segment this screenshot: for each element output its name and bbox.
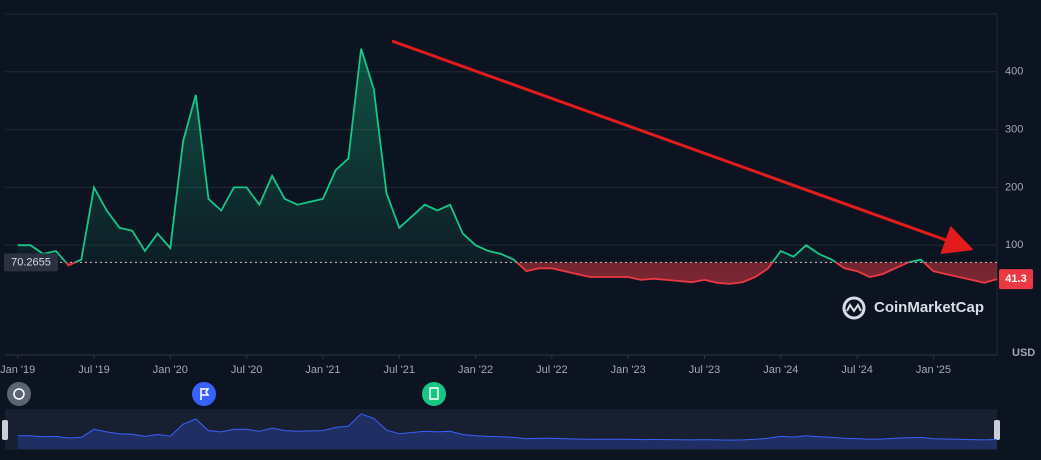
baseline-label: 70.2655 (11, 256, 51, 268)
x-tick-label: Jan '19 (0, 364, 35, 376)
x-tick-label: Jan '24 (763, 364, 798, 376)
x-tick-label: Jan '22 (458, 364, 493, 376)
x-tick-label: Jul '23 (689, 364, 720, 376)
navigator-handle[interactable] (2, 420, 8, 440)
line-up (17, 48, 926, 263)
navigator-handle[interactable] (994, 420, 1000, 440)
watermark: CoinMarketCap (874, 299, 984, 316)
x-tick-label: Jul '20 (231, 364, 262, 376)
x-tick-label: Jan '21 (305, 364, 340, 376)
x-tick-label: Jan '25 (916, 364, 951, 376)
baseline-label-bg (4, 253, 58, 272)
x-tick-label: Jul '19 (78, 364, 109, 376)
navigator-line (17, 413, 998, 441)
area-down (17, 262, 997, 284)
history-icon[interactable] (7, 382, 31, 406)
x-tick-label: Jan '20 (153, 364, 188, 376)
navigator[interactable] (5, 409, 997, 450)
x-tick-label: Jul '22 (536, 364, 567, 376)
y-axis-label: USD (1012, 347, 1035, 359)
trend-arrow (391, 39, 974, 254)
price-label-bg (999, 269, 1033, 290)
event-icons (7, 382, 446, 406)
y-tick-label: 300 (1005, 123, 1023, 135)
plot: 100 200 300 400 Jan '19 Jul '19 Jan '20 Jul '20… (0, 48, 1033, 376)
navigator-area (17, 413, 997, 449)
doc-icon[interactable] (422, 382, 446, 406)
x-tick-label: Jul '21 (384, 364, 415, 376)
navigator-series (17, 413, 998, 449)
area-up (17, 48, 924, 263)
x-tick-label: Jul '24 (841, 364, 872, 376)
x-tick-label: Jan '23 (611, 364, 646, 376)
y-tick-label: 100 (1005, 239, 1023, 251)
y-tick-label: 400 (1005, 66, 1023, 78)
y-tick-label: 200 (1005, 181, 1023, 193)
price-label: 41.3 (1005, 273, 1026, 285)
watermark-logo (842, 296, 866, 320)
flag-icon[interactable] (192, 382, 216, 406)
